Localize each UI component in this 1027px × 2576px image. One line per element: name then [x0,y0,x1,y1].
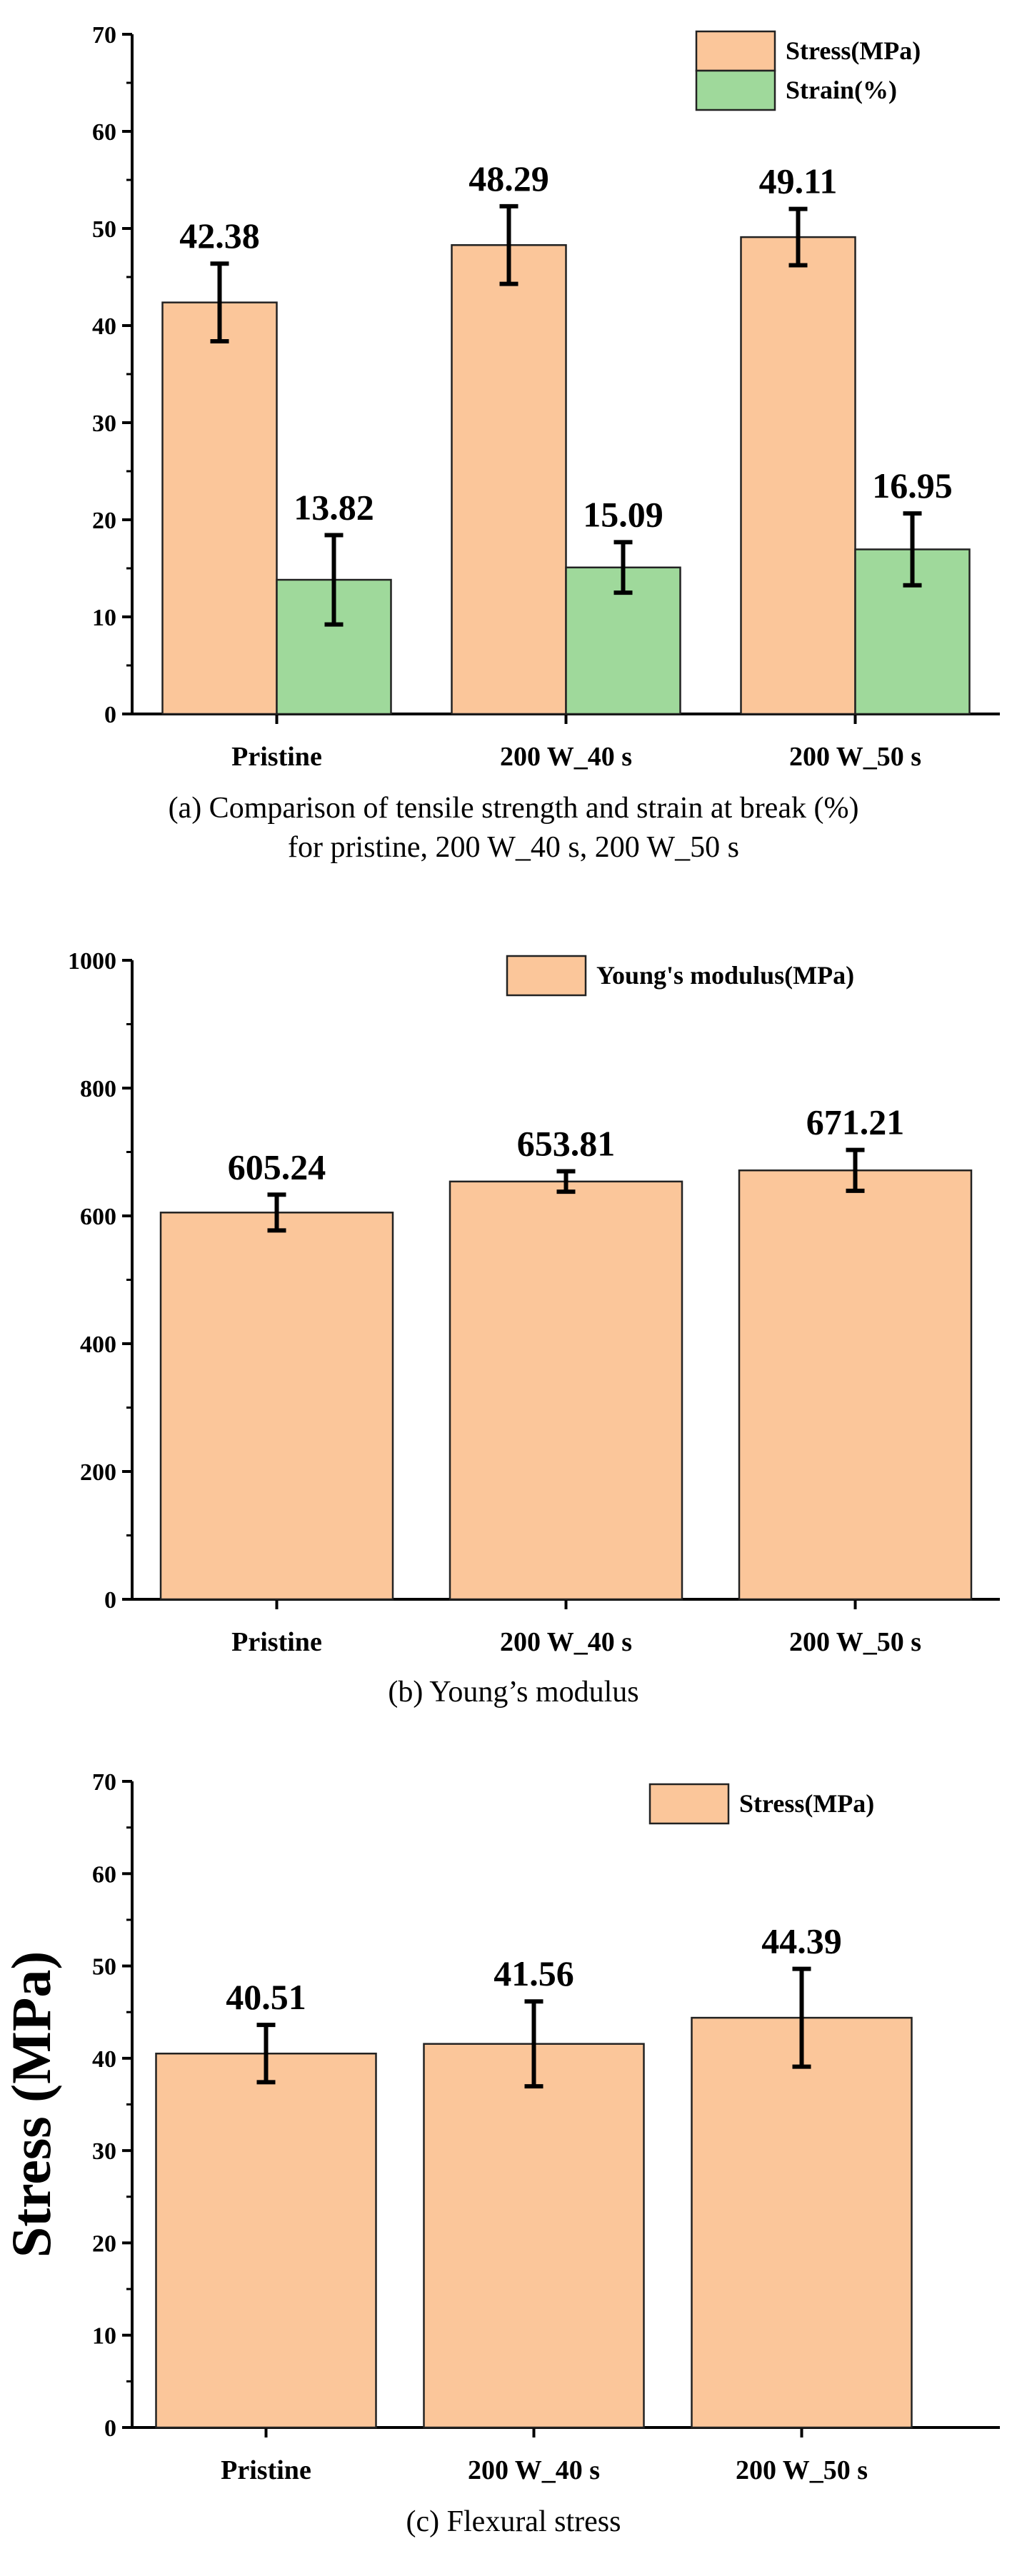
chart-c-legend-swatch [648,1783,730,1825]
chart-b-legend-swatch [506,955,587,997]
chart-c-y-axis-title: Stress (MPa) [0,1951,62,2258]
chart-a-caption: for pristine, 200 W_40 s, 200 W_50 s [288,831,739,864]
chart-b-x-tick-label: 200 W_50 s [789,1627,921,1657]
chart-a-y-tick-label: 10 [92,605,116,631]
chart-b-y-tick-label: 600 [80,1204,116,1230]
chart-a-y-tick-label: 20 [92,508,116,534]
chart-b-data-label: 605.24 [228,1147,326,1187]
chart-a-bar [451,244,567,715]
chart-c-bar [155,2053,377,2429]
chart-c-data-label: 41.56 [494,1953,574,1993]
chart-a-caption: (a) Comparison of tensile strength and s… [169,792,859,825]
chart-b-y-tick-label: 0 [104,1587,116,1614]
chart-b-data-label: 653.81 [517,1124,616,1164]
chart-b-bar [159,1212,394,1601]
chart-a-x-tick-label: Pristine [231,742,322,772]
chart-c-data-label: 40.51 [226,1977,306,2017]
chart-c-x-tick-label: Pristine [221,2455,311,2485]
chart-c-y-tick-label: 20 [92,2230,116,2257]
chart-b-legend-label: Young's modulus(MPa) [596,961,854,990]
chart-a-legend-label: Stress(MPa) [786,36,921,65]
chart-a-y-tick-label: 50 [92,216,116,243]
chart-a-x-tick-label: 200 W_40 s [500,742,632,772]
chart-b-y-tick-label: 200 [80,1459,116,1486]
chart-b-y-tick-label: 1000 [68,948,116,975]
chart-c-y-tick-label: 10 [92,2323,116,2350]
chart-a-bar [276,578,392,715]
chart-b-bar [738,1169,973,1601]
chart-c-bar [691,2016,913,2429]
chart-c-y-tick-label: 60 [92,1861,116,1888]
chart-a-legend-swatch [695,30,776,72]
chart-a-data-label: 48.29 [469,159,549,198]
chart-c-legend-label: Stress(MPa) [739,1789,874,1818]
chart-a-y-tick-label: 60 [92,119,116,146]
chart-a-data-label: 16.95 [872,466,953,505]
chart-a-data-label: 15.09 [583,494,663,534]
chart-c-y-tick-label: 30 [92,2138,116,2165]
chart-a-y-tick-label: 30 [92,411,116,437]
chart-a-bar [161,301,278,715]
chart-b-caption: (b) Young’s modulus [388,1676,638,1709]
chart-a-bar [740,236,856,715]
chart-b-bar [449,1180,683,1601]
chart-a-data-label: 13.82 [294,487,374,527]
chart-a-y-tick-label: 0 [104,702,116,728]
chart-c-caption: (c) Flexural stress [406,2505,621,2538]
chart-a-data-label: 49.11 [759,161,838,201]
chart-c-x-tick-label: 200 W_40 s [468,2455,600,2485]
chart-a-y-tick-label: 70 [92,22,116,49]
chart-a-x-tick-label: 200 W_50 s [789,742,921,772]
chart-c-y-tick-label: 0 [104,2415,116,2442]
chart-b-data-label: 671.21 [806,1102,905,1142]
chart-b-y-tick-label: 800 [80,1076,116,1102]
chart-c-bar [423,2043,645,2429]
chart-a-data-label: 42.38 [179,216,260,256]
chart-b-y-tick-label: 400 [80,1332,116,1358]
chart-b-x-tick-label: Pristine [231,1627,322,1657]
chart-b-x-tick-label: 200 W_40 s [500,1627,632,1657]
chart-c-y-tick-label: 70 [92,1769,116,1796]
chart-c-data-label: 44.39 [761,1921,842,1961]
chart-c-y-tick-label: 40 [92,2046,116,2073]
chart-a-y-tick-label: 40 [92,313,116,340]
chart-a-legend-label: Strain(%) [786,76,897,104]
chart-c-x-tick-label: 200 W_50 s [736,2455,868,2485]
chart-a-legend-swatch [695,69,776,111]
chart-c-y-tick-label: 50 [92,1954,116,1981]
